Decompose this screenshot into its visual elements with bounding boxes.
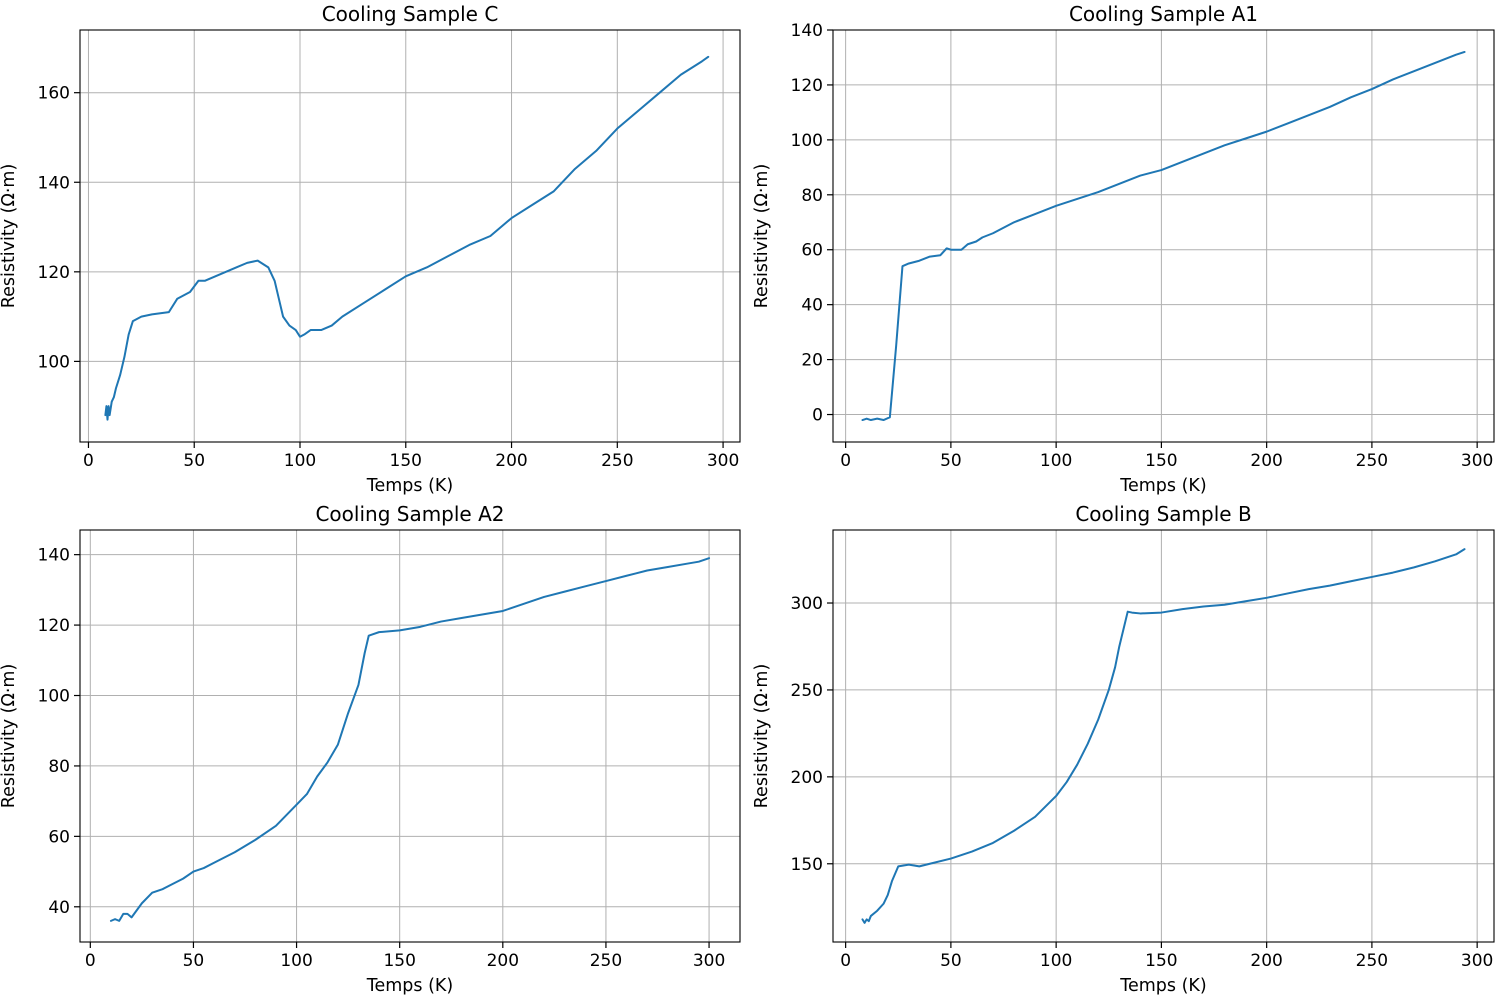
y-tick-label: 120 bbox=[38, 616, 70, 636]
y-axis-label: Resistivity (Ω·m) bbox=[752, 164, 772, 309]
y-tick-label: 60 bbox=[48, 827, 70, 847]
y-tick-label: 0 bbox=[812, 406, 823, 426]
y-tick-label: 20 bbox=[801, 351, 823, 371]
ticks: 0 50 100 150 200 250 300 40 60 80 100 120 140 bbox=[38, 546, 726, 971]
x-tick-label: 100 bbox=[280, 951, 312, 971]
x-tick-label: 150 bbox=[383, 951, 415, 971]
x-tick-label: 250 bbox=[590, 951, 622, 971]
x-tick-label: 200 bbox=[495, 451, 527, 471]
y-tick-label: 100 bbox=[38, 352, 70, 372]
y-tick-label: 40 bbox=[801, 296, 823, 316]
x-axis-label: Temps (K) bbox=[366, 976, 453, 996]
grid bbox=[833, 29, 1494, 442]
y-tick-label: 250 bbox=[791, 681, 823, 701]
panel-cooling-sample-c: 0 50 100 150 200 250 300 100 120 140 160 Cooling S… bbox=[0, 2, 741, 496]
x-axis-label: Temps (K) bbox=[1119, 976, 1206, 996]
panel-cooling-sample-a2: 0 50 100 150 200 250 300 40 60 80 100 120 140 Coolin… bbox=[0, 502, 741, 996]
x-tick-label: 0 bbox=[840, 951, 851, 971]
x-tick-label: 250 bbox=[601, 451, 633, 471]
plot-frame bbox=[79, 29, 741, 443]
y-tick-label: 140 bbox=[38, 546, 70, 566]
x-tick-label: 200 bbox=[487, 951, 519, 971]
x-tick-label: 300 bbox=[1461, 951, 1493, 971]
x-tick-label: 100 bbox=[1040, 951, 1072, 971]
y-tick-label: 160 bbox=[38, 84, 70, 104]
y-axis-label: Resistivity (Ω·m) bbox=[0, 664, 19, 809]
series-line bbox=[109, 557, 711, 922]
ticks: 0 50 100 150 200 250 300 100 120 140 160 bbox=[38, 84, 740, 471]
y-tick-label: 100 bbox=[791, 131, 823, 151]
x-tick-label: 300 bbox=[707, 451, 739, 471]
y-tick-label: 40 bbox=[48, 898, 70, 918]
series-line bbox=[861, 548, 1466, 924]
y-tick-label: 100 bbox=[38, 687, 70, 707]
x-axis-label: Temps (K) bbox=[1119, 476, 1206, 496]
y-tick-label: 60 bbox=[801, 241, 823, 261]
x-tick-label: 50 bbox=[183, 951, 205, 971]
y-axis-label: Resistivity (Ω·m) bbox=[0, 164, 19, 309]
series-line bbox=[861, 50, 1466, 422]
x-tick-label: 300 bbox=[693, 951, 725, 971]
plot-frame bbox=[832, 29, 1495, 443]
chart-title: Cooling Sample C bbox=[322, 2, 499, 26]
x-tick-label: 200 bbox=[1250, 451, 1282, 471]
y-tick-label: 120 bbox=[791, 76, 823, 96]
x-axis-label: Temps (K) bbox=[366, 476, 453, 496]
x-tick-label: 50 bbox=[940, 451, 962, 471]
y-tick-label: 140 bbox=[38, 173, 70, 193]
plot-frame bbox=[79, 529, 741, 943]
grid bbox=[80, 530, 740, 942]
y-tick-label: 140 bbox=[791, 21, 823, 41]
x-tick-label: 100 bbox=[284, 451, 316, 471]
x-tick-label: 250 bbox=[1356, 451, 1388, 471]
chart-title: Cooling Sample A2 bbox=[315, 502, 504, 526]
x-tick-label: 0 bbox=[840, 451, 851, 471]
ticks: 0 50 100 150 200 250 300 0 20 40 60 80 100 120 140 bbox=[791, 21, 1494, 471]
plot-frame bbox=[832, 529, 1495, 943]
grid bbox=[80, 30, 740, 442]
y-tick-label: 80 bbox=[801, 186, 823, 206]
ticks: 0 50 100 150 200 250 300 150 200 250 300 bbox=[791, 594, 1494, 971]
x-tick-label: 150 bbox=[1145, 951, 1177, 971]
x-tick-label: 150 bbox=[1145, 451, 1177, 471]
x-tick-label: 200 bbox=[1250, 951, 1282, 971]
grid bbox=[833, 530, 1494, 942]
y-tick-label: 80 bbox=[48, 757, 70, 777]
x-tick-label: 0 bbox=[83, 451, 94, 471]
x-tick-label: 50 bbox=[940, 951, 962, 971]
x-tick-label: 250 bbox=[1356, 951, 1388, 971]
x-tick-label: 0 bbox=[85, 951, 96, 971]
chart-title: Cooling Sample B bbox=[1075, 502, 1251, 526]
x-tick-label: 50 bbox=[183, 451, 205, 471]
panel-cooling-sample-b: 0 50 100 150 200 250 300 150 200 250 300 Cooling S… bbox=[752, 502, 1495, 996]
y-tick-label: 150 bbox=[791, 855, 823, 875]
y-axis-label: Resistivity (Ω·m) bbox=[752, 664, 772, 809]
chart-title: Cooling Sample A1 bbox=[1069, 2, 1258, 26]
y-tick-label: 200 bbox=[791, 768, 823, 788]
y-tick-label: 120 bbox=[38, 263, 70, 283]
panel-cooling-sample-a1: 0 50 100 150 200 250 300 0 20 40 60 80 100 120 140 Coo… bbox=[752, 2, 1495, 496]
y-tick-label: 300 bbox=[791, 594, 823, 614]
x-tick-label: 100 bbox=[1040, 451, 1072, 471]
x-tick-label: 150 bbox=[390, 451, 422, 471]
series-line bbox=[104, 55, 710, 421]
x-tick-label: 300 bbox=[1461, 451, 1493, 471]
